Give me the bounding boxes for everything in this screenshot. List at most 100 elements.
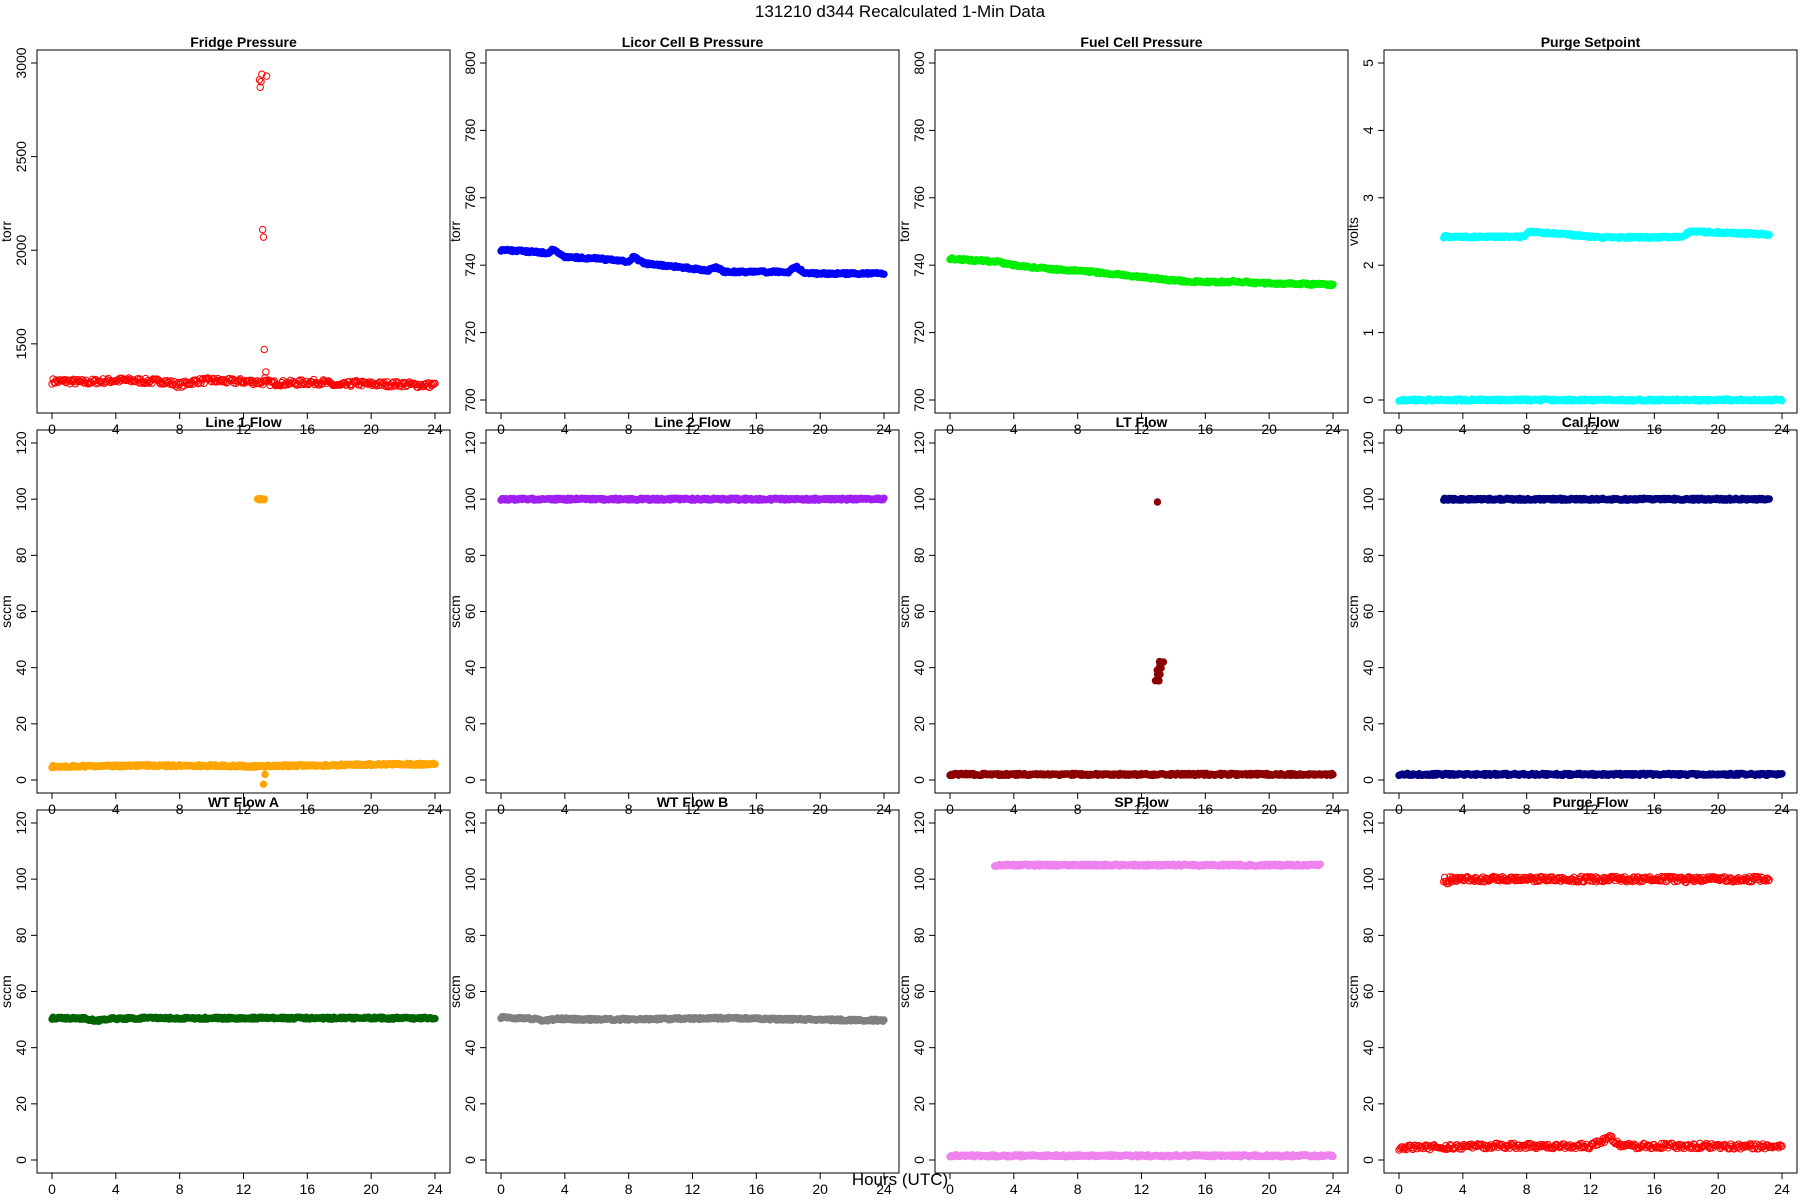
- plot-frame: [1383, 429, 1798, 794]
- y-tick-label: 120: [911, 811, 927, 835]
- x-tick-label: 4: [1459, 421, 1467, 437]
- plot-area: [946, 860, 1337, 1161]
- data-point: [262, 72, 271, 80]
- plot-frame: [934, 49, 1349, 414]
- y-tick-label: 60: [13, 984, 29, 1000]
- y-tick-label: 3000: [13, 47, 29, 78]
- data-point: [145, 379, 153, 387]
- series-purge-events: [1439, 227, 1773, 243]
- x-tick-label: 12: [1134, 421, 1150, 437]
- y-tick-label: 60: [1360, 604, 1376, 620]
- y-axis-label: volts: [1345, 217, 1361, 246]
- x-tick-label: 8: [1074, 1181, 1082, 1197]
- y-tick-label: 3: [1360, 194, 1376, 202]
- x-tick-label: 24: [876, 801, 892, 817]
- figure-title: 131210 d344 Recalculated 1-Min Data: [754, 2, 1046, 21]
- y-tick-label: 40: [462, 1040, 478, 1056]
- x-tick-label: 12: [1583, 421, 1599, 437]
- x-tick-label: 8: [1074, 801, 1082, 817]
- data-point: [1765, 495, 1773, 503]
- chart-title: Licor Cell B Pressure: [622, 34, 764, 50]
- x-tick-label: 8: [1523, 801, 1531, 817]
- plot-area: [497, 1012, 888, 1025]
- data-point: [259, 233, 268, 241]
- x-tick-label: 16: [300, 421, 316, 437]
- x-tick-label: 12: [236, 1181, 252, 1197]
- y-tick-label: 0: [13, 1156, 29, 1164]
- plot-area: [497, 494, 888, 504]
- x-tick-label: 24: [427, 801, 443, 817]
- plot-area: [1395, 227, 1786, 405]
- plot-area: [48, 70, 439, 392]
- plot-area: [1395, 494, 1786, 780]
- data-point: [431, 760, 439, 768]
- chart-title: Cal Flow: [1562, 414, 1620, 430]
- y-tick-label: 80: [462, 927, 478, 943]
- data-point: [429, 379, 437, 388]
- plot-frame: [485, 49, 900, 414]
- x-tick-label: 0: [1395, 801, 1403, 817]
- data-point: [431, 379, 439, 388]
- y-tick-label: 120: [1360, 431, 1376, 455]
- series-spike: [255, 70, 271, 382]
- data-point: [256, 83, 264, 92]
- y-tick-label: 0: [462, 776, 478, 784]
- series-baseline: [48, 374, 439, 392]
- x-tick-label: 8: [625, 1181, 633, 1197]
- x-tick-label: 8: [1074, 421, 1082, 437]
- y-tick-label: 2500: [13, 141, 29, 172]
- data-point: [880, 1016, 888, 1024]
- x-tick-label: 4: [1459, 801, 1467, 817]
- chart-title: Line 2 Flow: [654, 414, 730, 430]
- x-tick-label: 12: [685, 1181, 701, 1197]
- data-point: [197, 379, 205, 387]
- data-point: [1329, 770, 1337, 779]
- data-point: [1778, 397, 1786, 405]
- y-tick-label: 0: [13, 776, 29, 784]
- y-tick-label: 0: [462, 1156, 478, 1164]
- x-tick-label: 12: [1134, 801, 1150, 817]
- data-point: [880, 494, 888, 502]
- x-tick-label: 12: [685, 421, 701, 437]
- y-tick-label: 4: [1360, 126, 1376, 134]
- x-tick-label: 4: [561, 421, 569, 437]
- y-tick-label: 760: [911, 186, 927, 210]
- x-tick-label: 20: [812, 1181, 828, 1197]
- y-tick-label: 100: [911, 487, 927, 511]
- series-zero: [1395, 395, 1786, 405]
- data-point: [1156, 658, 1164, 666]
- x-tick-label: 8: [176, 421, 184, 437]
- chart-title: Fuel Cell Pressure: [1080, 34, 1202, 50]
- x-tick-label: 0: [497, 1181, 505, 1197]
- x-tick-label: 20: [1261, 801, 1277, 817]
- x-tick-label: 16: [1647, 421, 1663, 437]
- x-tick-label: 20: [363, 1181, 379, 1197]
- y-tick-label: 60: [462, 604, 478, 620]
- y-tick-label: 60: [13, 604, 29, 620]
- plot-area: [946, 498, 1337, 780]
- x-tick-label: 4: [561, 1181, 569, 1197]
- y-tick-label: 80: [911, 927, 927, 943]
- data-point: [259, 495, 268, 503]
- series-baseline: [1395, 769, 1786, 780]
- y-tick-label: 40: [1360, 660, 1376, 676]
- series-baseline: [48, 759, 439, 772]
- x-tick-label: 24: [1325, 801, 1341, 817]
- y-tick-label: 80: [1360, 547, 1376, 563]
- x-tick-label: 0: [946, 421, 954, 437]
- x-tick-label: 16: [749, 1181, 765, 1197]
- chart-title: Purge Setpoint: [1541, 34, 1641, 50]
- y-tick-label: 100: [911, 867, 927, 891]
- x-tick-label: 8: [1523, 421, 1531, 437]
- x-tick-label: 8: [625, 801, 633, 817]
- plot-frame: [934, 429, 1349, 794]
- x-tick-label: 0: [946, 801, 954, 817]
- x-tick-label: 12: [1134, 1181, 1150, 1197]
- data-point: [178, 383, 186, 391]
- x-tick-label: 4: [561, 801, 569, 817]
